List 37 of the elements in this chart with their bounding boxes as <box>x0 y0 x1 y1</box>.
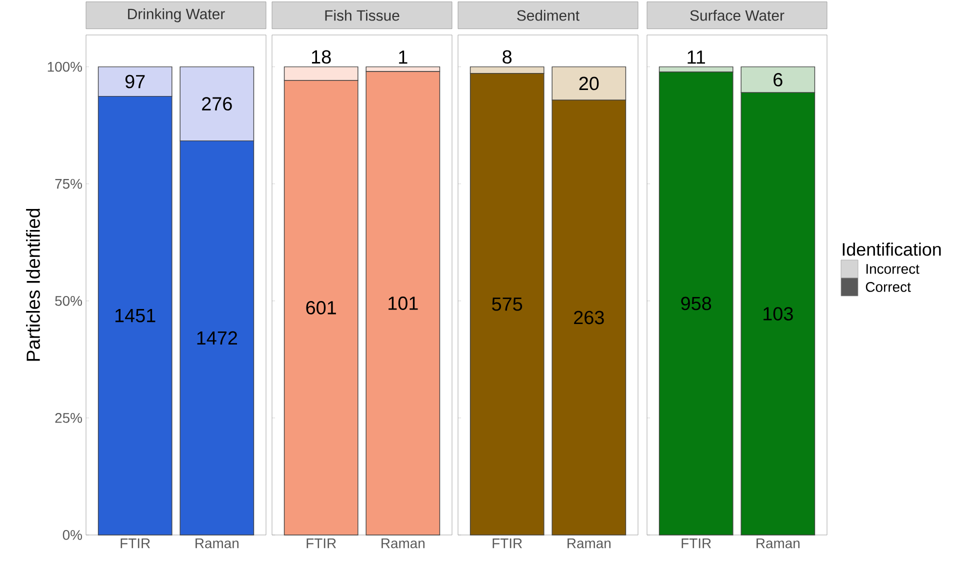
annotation: 263 <box>574 310 604 324</box>
y-axis-title: Particles Identified <box>26 208 40 361</box>
chart-title: Fish Tissue <box>325 10 400 21</box>
annotation: 8 <box>502 50 512 64</box>
x-tick-label: Raman <box>382 538 424 548</box>
annotation: 101 <box>388 296 418 310</box>
x-tick-label: Raman <box>568 538 610 548</box>
x-tick-label: FTIR <box>492 538 522 548</box>
annotation: 18 <box>312 50 331 64</box>
y-tick-label: 0% <box>62 530 82 540</box>
x-tick-label: FTIR <box>682 538 711 548</box>
annotation: 97 <box>125 74 145 88</box>
y-tick-label: 100% <box>48 62 82 72</box>
legend-label: Incorrect <box>866 264 920 274</box>
chart-title: Sediment <box>517 10 580 21</box>
annotation: 958 <box>681 296 712 310</box>
annotation: 11 <box>688 50 705 64</box>
annotation: 276 <box>202 97 232 111</box>
x-tick-label: Raman <box>756 538 800 548</box>
x-tick-label: FTIR <box>306 538 336 548</box>
y-tick-label: 75% <box>55 178 82 189</box>
annotation: 1472 <box>197 331 238 344</box>
chart-title: Drinking Water <box>128 8 225 22</box>
annotation: 6 <box>774 72 782 86</box>
annotation: 1 <box>399 50 408 64</box>
text: Correct <box>866 282 911 292</box>
chart-title: Surface Water <box>690 10 784 21</box>
y-tick-label: 50% <box>55 296 82 306</box>
annotation: 601 <box>306 300 336 314</box>
annotation: 103 <box>764 307 793 320</box>
annotation: 1451 <box>115 309 156 322</box>
annotation: 575 <box>492 298 522 311</box>
y-tick-label: 25% <box>55 412 82 423</box>
legend-title: Identification <box>842 242 941 256</box>
annotation: 20 <box>579 76 599 90</box>
x-tick-label: FTIR <box>120 538 150 548</box>
x-tick-label: Raman <box>196 538 238 548</box>
